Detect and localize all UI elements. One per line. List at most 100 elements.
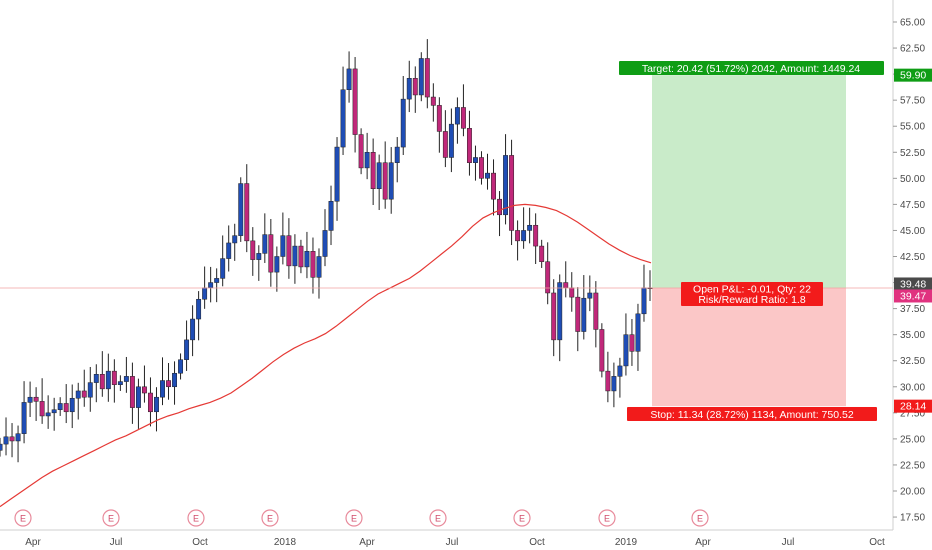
price-label-target-bg (894, 68, 932, 82)
candle (635, 303, 641, 371)
candle (274, 246, 280, 292)
candle (244, 164, 250, 253)
candle-body (256, 253, 262, 260)
candle-body (376, 162, 382, 190)
candle (340, 66, 346, 155)
candle-body (141, 386, 147, 394)
price-label-stop-bg (894, 399, 932, 413)
stop-label: Stop: 11.34 (28.72%) 1134, Amount: 750.5… (650, 409, 854, 421)
candle (394, 137, 400, 183)
price-label-current: 39.48 (900, 278, 926, 290)
candle (593, 281, 599, 348)
candle-body (190, 318, 196, 341)
candle-body (328, 201, 334, 231)
candle (551, 279, 557, 357)
earnings-marker: E (14, 509, 32, 527)
earnings-marker: E (102, 509, 120, 527)
candle-body (515, 230, 521, 242)
earnings-marker-label: E (351, 514, 357, 524)
earnings-marker: E (261, 509, 279, 527)
candle (587, 275, 593, 312)
candle (3, 417, 9, 456)
earnings-marker: E (598, 509, 616, 527)
risk-reward-label: Risk/Reward Ratio: 1.8 (698, 294, 806, 306)
candle (400, 75, 406, 155)
candle-body (436, 105, 442, 132)
price-label-target: 59.90 (900, 70, 926, 82)
candle (424, 39, 430, 109)
candle (220, 235, 226, 287)
time-tick-label: Oct (529, 537, 545, 548)
candle-body (298, 245, 304, 268)
candle-body (557, 282, 563, 341)
earnings-marker: E (345, 509, 363, 527)
candle (322, 209, 328, 267)
candle (286, 218, 292, 279)
candle-body (117, 381, 123, 385)
candle-body (123, 376, 129, 382)
candle-body (352, 68, 358, 135)
candle-body (51, 409, 57, 414)
time-tick-label: 2019 (615, 537, 638, 548)
candle (304, 231, 310, 279)
loss-zone (652, 287, 846, 407)
candle (262, 213, 268, 263)
candle-body (250, 240, 256, 260)
price-tick-label: 62.50 (900, 44, 925, 55)
earnings-marker: E (691, 509, 709, 527)
price-tick-label: 45.00 (900, 226, 925, 237)
time-tick-label: Jul (110, 537, 123, 548)
candle-body (400, 98, 406, 148)
price-tick-label: 55.00 (900, 122, 925, 133)
target-label-bg (619, 61, 884, 75)
candle (93, 364, 99, 403)
candle (623, 313, 629, 376)
candle (45, 395, 51, 429)
earnings-marker-label: E (267, 514, 273, 524)
price-tick-label: 42.50 (900, 252, 925, 263)
candle (166, 363, 171, 400)
earnings-marker-circle (261, 509, 279, 527)
price-tick-label: 17.50 (900, 513, 925, 524)
candle-body (69, 397, 75, 413)
candle-body (563, 282, 569, 289)
candle (123, 356, 129, 393)
time-axis[interactable]: Apr Jul Oct 2018 Apr Jul Oct 2019 Apr Jul Oct (0, 529, 893, 548)
earnings-marker-circle (598, 509, 616, 527)
candle-body (286, 235, 292, 267)
candle (575, 287, 581, 352)
moving-average-line (0, 203, 652, 508)
stop-label-bg (627, 407, 877, 421)
candle-body (454, 107, 460, 125)
candle-body (587, 292, 593, 299)
candle-body (382, 162, 388, 200)
candle (292, 234, 298, 284)
price-axis[interactable]: 65.0062.5060.0057.5055.0052.5050.0047.50… (892, 0, 932, 530)
candle-body (503, 155, 509, 216)
candle (647, 270, 653, 302)
candle-body (310, 251, 316, 278)
candle (509, 139, 515, 246)
pnl-label: Open P&L: -0.01, Qty: 22 (693, 284, 811, 296)
candle (328, 185, 334, 246)
candle (430, 83, 436, 122)
candle-body (111, 370, 117, 385)
candle (346, 51, 352, 103)
candle-body (280, 235, 286, 257)
candle-body (629, 334, 635, 352)
candle (39, 378, 45, 424)
candle (497, 191, 502, 237)
earnings-marker-circle (429, 509, 447, 527)
price-label-last-bg (894, 289, 932, 303)
candle-body (599, 329, 605, 372)
price-tick-label: 25.00 (900, 434, 925, 445)
candle (479, 151, 484, 185)
candle (298, 239, 304, 274)
candle (15, 425, 21, 463)
candle-body (545, 261, 551, 294)
candle-body (412, 78, 418, 96)
candle (533, 213, 539, 265)
candle (250, 227, 256, 276)
candle-body (160, 380, 165, 398)
